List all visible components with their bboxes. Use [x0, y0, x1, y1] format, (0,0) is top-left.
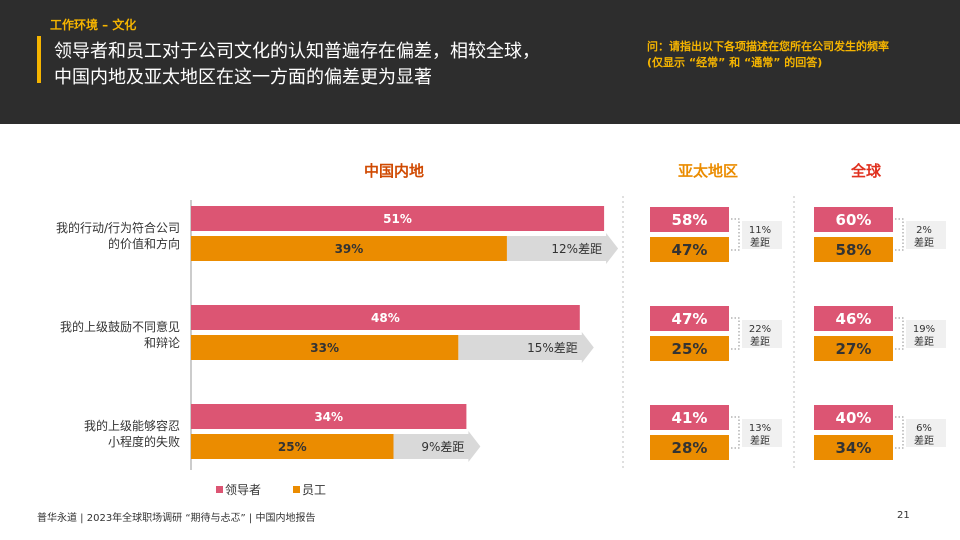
bar-employees-apac-2 [650, 336, 729, 361]
bar-employees-mainland-2 [191, 335, 459, 360]
gap-bracket-apac-1 [731, 218, 740, 251]
gap-suffix-apac-1: 差距 [750, 236, 770, 249]
bar-leaders-global-3 [814, 405, 893, 430]
bar-employees-apac-3 [650, 435, 729, 460]
bar-employees-global-2 [814, 336, 893, 361]
page-title-line-2: 中国内地及亚太地区在这一方面的偏差更为显著 [54, 67, 432, 88]
gap-box-global-2 [906, 320, 946, 348]
bar-label-leaders-apac-2: 47% [672, 310, 708, 328]
bar-label-employees-global-3: 34% [836, 439, 872, 457]
panel-title-3: 全球 [850, 162, 882, 180]
gap-value-apac-2: 22% [749, 324, 771, 335]
bar-label-employees-global-1: 58% [836, 241, 872, 259]
footer-source: 普华永道 | 2023年全球职场调研 “期待与忐忑” | 中国内地报告 [37, 513, 316, 524]
bar-label-leaders-global-1: 60% [836, 211, 872, 229]
gap-value-apac-1: 11% [749, 225, 771, 236]
gap-suffix-apac-3: 差距 [750, 434, 770, 447]
gap-arrow-mainland-1 [506, 233, 619, 264]
bar-label-employees-apac-1: 47% [672, 241, 708, 259]
bar-label-employees-mainland-1: 39% [335, 242, 364, 256]
gap-label-mainland-3: 9%差距 [421, 440, 464, 454]
gap-suffix-global-3: 差距 [914, 434, 934, 447]
gap-bracket-apac-2 [731, 317, 740, 350]
section-label: 工作环境 – 文化 [50, 18, 137, 32]
category-label-3-line-2: 小程度的失败 [108, 434, 180, 449]
survey-question-line-2: (仅显示 “经常” 和 “通常” 的回答) [647, 56, 823, 69]
bar-label-employees-global-2: 27% [836, 340, 872, 358]
gap-suffix-global-1: 差距 [914, 236, 934, 249]
bar-label-employees-mainland-2: 33% [310, 341, 339, 355]
bar-leaders-mainland-1 [191, 206, 605, 231]
category-label-3-line-1: 我的上级能够容忍 [84, 418, 180, 433]
bar-label-leaders-mainland-2: 48% [371, 311, 400, 325]
legend-label-1: 领导者 [225, 483, 261, 497]
gap-label-mainland-1: 12%差距 [551, 242, 602, 256]
bar-employees-global-3 [814, 435, 893, 460]
bar-leaders-apac-3 [650, 405, 729, 430]
gap-box-apac-1 [742, 221, 782, 249]
title-accent-bar [37, 36, 41, 83]
bar-leaders-apac-2 [650, 306, 729, 331]
bar-label-leaders-mainland-1: 51% [383, 212, 412, 226]
bar-label-leaders-mainland-3: 34% [314, 410, 343, 424]
gap-box-apac-2 [742, 320, 782, 348]
header-banner: 工作环境 – 文化 领导者和员工对于公司文化的认知普遍存在偏差，相较全球， 中国… [0, 0, 960, 124]
gap-box-global-3 [906, 419, 946, 447]
bar-employees-apac-1 [650, 237, 729, 262]
category-label-1-line-1: 我的行动/行为符合公司 [56, 220, 180, 235]
bar-label-leaders-apac-3: 41% [672, 409, 708, 427]
gap-value-global-3: 6% [916, 423, 932, 434]
panel-title-1: 中国内地 [364, 162, 424, 180]
category-label-1-line-2: 的价值和方向 [108, 236, 180, 251]
bar-employees-mainland-3 [191, 434, 394, 459]
gap-arrow-mainland-3 [393, 431, 481, 462]
gap-bracket-global-3 [895, 416, 904, 449]
gap-box-apac-3 [742, 419, 782, 447]
category-label-2-line-2: 和辩论 [144, 336, 180, 350]
panel-title-2: 亚太地区 [678, 162, 738, 180]
survey-question-line-1: 问：请指出以下各项描述在您所在公司发生的频率 [647, 40, 889, 53]
legend-swatch-2 [293, 486, 300, 493]
bar-label-employees-mainland-3: 25% [278, 440, 307, 454]
gap-suffix-apac-2: 差距 [750, 335, 770, 348]
gap-bracket-apac-3 [731, 416, 740, 449]
page-number: 21 [897, 510, 910, 521]
page-title-line-1: 领导者和员工对于公司文化的认知普遍存在偏差，相较全球， [54, 41, 540, 62]
gap-label-mainland-2: 15%差距 [527, 341, 578, 355]
bar-label-leaders-global-2: 46% [836, 310, 872, 328]
bar-employees-global-1 [814, 237, 893, 262]
bar-label-leaders-global-3: 40% [836, 409, 872, 427]
bar-leaders-apac-1 [650, 207, 729, 232]
legend-swatch-1 [216, 486, 223, 493]
gap-value-global-2: 19% [913, 324, 935, 335]
bar-leaders-global-1 [814, 207, 893, 232]
bar-leaders-mainland-2 [191, 305, 580, 330]
bar-label-employees-apac-2: 25% [672, 340, 708, 358]
gap-suffix-global-2: 差距 [914, 335, 934, 348]
gap-value-global-1: 2% [916, 225, 932, 236]
bar-leaders-global-2 [814, 306, 893, 331]
gap-value-apac-3: 13% [749, 423, 771, 434]
comparison-bar-chart: 中国内地 亚太地区 全球我的行动/行为符合公司的价值和方向我的上级鼓励不同意见和辩论… [56, 162, 946, 497]
gap-bracket-global-2 [895, 317, 904, 350]
bar-label-leaders-apac-1: 58% [672, 211, 708, 229]
legend-label-2: 员工 [302, 483, 326, 497]
gap-arrow-mainland-2 [458, 332, 594, 363]
gap-bracket-global-1 [895, 218, 904, 251]
bar-label-employees-apac-3: 28% [672, 439, 708, 457]
gap-box-global-1 [906, 221, 946, 249]
category-label-2-line-1: 我的上级鼓励不同意见 [60, 319, 180, 334]
bar-leaders-mainland-3 [191, 404, 467, 429]
bar-employees-mainland-1 [191, 236, 507, 261]
